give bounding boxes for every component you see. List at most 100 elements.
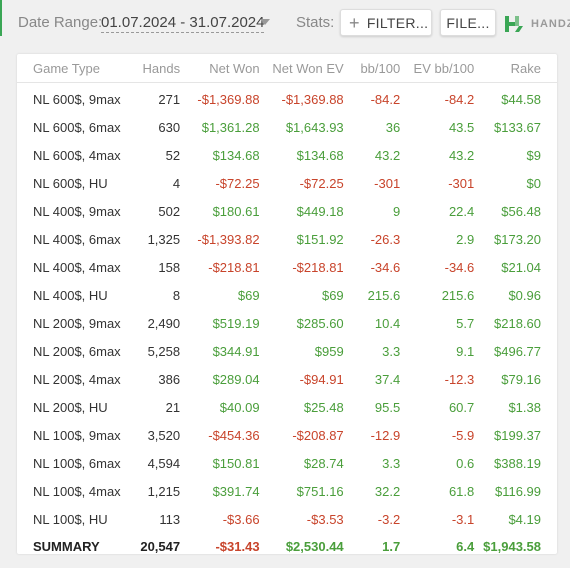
table-cell: 502 <box>158 203 181 219</box>
table-cell: NL 400$, 6max <box>33 231 121 247</box>
table-cell: 5.7 <box>456 315 475 331</box>
table-cell: -12.3 <box>444 371 475 387</box>
table-cell: 2.9 <box>456 231 475 247</box>
column-header[interactable]: Rake <box>474 54 557 83</box>
table-cell: -301 <box>448 175 475 191</box>
table-cell: 9 <box>392 203 401 219</box>
table-cell: 43.5 <box>448 119 475 135</box>
table-cell: $25.48 <box>303 399 344 415</box>
table-cell: NL 100$, 6max <box>33 455 121 471</box>
table-cell: 1,325 <box>147 231 181 247</box>
table-row[interactable]: NL 100$, HU 113 -$3.66 -$3.53 -3.2 -3.1 $4.19 <box>17 505 557 533</box>
summary-cell: SUMMARY <box>33 538 100 554</box>
table-cell: -$218.81 <box>208 259 260 275</box>
table-cell: 5,258 <box>147 343 181 359</box>
table-cell: $285.60 <box>296 315 344 331</box>
table-header-row: Game Type Hands Net Won Net Won EV bb/10… <box>17 54 557 83</box>
table-row[interactable]: NL 200$, HU 21 $40.09 $25.48 95.5 60.7 $1.38 <box>17 393 557 421</box>
table-cell: 630 <box>158 119 181 135</box>
table-cell: $116.99 <box>494 483 541 499</box>
column-header[interactable]: Net Won <box>180 54 260 83</box>
table-row[interactable]: NL 600$, HU 4 -$72.25 -$72.25 -301 -301 $0 <box>17 169 557 197</box>
results-table: Game Type Hands Net Won Net Won EV bb/10… <box>17 54 557 554</box>
table-cell: $151.92 <box>296 231 344 247</box>
accent-bar <box>0 0 2 36</box>
table-cell: $134.68 <box>212 147 260 163</box>
table-cell: NL 200$, 6max <box>33 343 121 359</box>
table-cell: -5.9 <box>451 427 475 443</box>
table-row[interactable]: NL 100$, 9max 3,520 -$454.36 -$208.87 -12.9 -… <box>17 421 557 449</box>
table-cell: 3,520 <box>147 427 181 443</box>
table-cell: 4 <box>172 175 181 191</box>
summary-cell: -$31.43 <box>215 538 260 554</box>
table-cell: 8 <box>172 287 181 303</box>
table-cell: -12.9 <box>370 427 401 443</box>
table-row[interactable]: NL 100$, 4max 1,215 $391.74 $751.16 32.2 61.8… <box>17 477 557 505</box>
summary-cell: 1.7 <box>382 538 401 554</box>
column-header[interactable]: Game Type <box>17 54 123 83</box>
table-cell: 32.2 <box>374 483 401 499</box>
table-cell: NL 200$, 9max <box>33 315 121 331</box>
summary-cell: 6.4 <box>456 538 475 554</box>
table-cell: 36 <box>385 119 401 135</box>
table-cell: $4.19 <box>508 511 541 527</box>
table-cell: NL 600$, 4max <box>33 147 121 163</box>
table-row[interactable]: NL 100$, 6max 4,594 $150.81 $28.74 3.3 0.6 $38… <box>17 449 557 477</box>
table-row[interactable]: NL 200$, 6max 5,258 $344.91 $959 3.3 9.1 $496.… <box>17 337 557 365</box>
column-header[interactable]: bb/100 <box>343 54 401 83</box>
toolbar: Date Range: 01.07.2024 - 31.07.2024 Stat… <box>0 0 570 48</box>
table-cell: $9 <box>526 147 541 163</box>
table-row[interactable]: NL 600$, 9max 271 -$1,369.88 -$1,369.88 -84.… <box>17 83 557 114</box>
table-cell: $0.96 <box>508 287 541 303</box>
column-header[interactable]: EV bb/100 <box>400 54 475 83</box>
table-cell: 60.7 <box>448 399 475 415</box>
table-row[interactable]: NL 200$, 4max 386 $289.04 -$94.91 37.4 -12.3 $… <box>17 365 557 393</box>
column-header[interactable]: Hands <box>122 54 181 83</box>
table-cell: $751.16 <box>296 483 344 499</box>
stats-label: Stats: <box>296 14 335 31</box>
table-cell: NL 400$, 9max <box>33 203 121 219</box>
filter-button[interactable]: + FILTER... <box>340 9 432 36</box>
table-cell: -$454.36 <box>208 427 260 443</box>
table-cell: $133.67 <box>494 119 541 135</box>
table-cell: -$72.25 <box>215 175 260 191</box>
table-cell: $21.04 <box>501 259 541 275</box>
table-cell: NL 100$, 4max <box>33 483 121 499</box>
table-cell: -84.2 <box>444 91 475 107</box>
table-row[interactable]: NL 200$, 9max 2,490 $519.19 $285.60 10.4 5.7 $… <box>17 309 557 337</box>
table-cell: -$1,393.82 <box>197 231 260 247</box>
table-cell: $1.38 <box>508 399 541 415</box>
table-cell: $56.48 <box>501 203 541 219</box>
date-range-selector[interactable]: 01.07.2024 - 31.07.2024 <box>101 14 265 33</box>
table-cell: $1,643.93 <box>285 119 344 135</box>
table-cell: -3.1 <box>451 511 475 527</box>
table-cell: NL 100$, HU <box>33 511 108 527</box>
table-cell: 21 <box>165 399 181 415</box>
table-cell: $199.37 <box>494 427 541 443</box>
filter-button-label: FILTER... <box>366 14 429 31</box>
chevron-down-icon[interactable] <box>260 19 270 25</box>
table-row[interactable]: NL 400$, 4max 158 -$218.81 -$218.81 -34.6 -34… <box>17 253 557 281</box>
file-button[interactable]: FILE... <box>440 9 496 36</box>
summary-cell: 20,547 <box>140 538 181 554</box>
summary-cell: $1,943.58 <box>483 538 541 554</box>
summary-row: SUMMARY 20,547 -$31.43 $2,530.44 1.7 6.4 $1,94… <box>17 533 557 554</box>
table-cell: NL 400$, HU <box>33 287 108 303</box>
table-row[interactable]: NL 400$, 9max 502 $180.61 $449.18 9 22.4 $56.4… <box>17 197 557 225</box>
table-cell: -$72.25 <box>299 175 344 191</box>
table-cell: 113 <box>159 511 181 527</box>
table-cell: -84.2 <box>370 91 401 107</box>
table-row[interactable]: NL 400$, 6max 1,325 -$1,393.82 $151.92 -26.3… <box>17 225 557 253</box>
table-cell: 1,215 <box>147 483 181 499</box>
table-cell: $79.16 <box>501 371 541 387</box>
table-row[interactable]: NL 600$, 6max 630 $1,361.28 $1,643.93 36 43.5… <box>17 113 557 141</box>
table-cell: -301 <box>374 175 401 191</box>
table-cell: $0 <box>526 175 541 191</box>
table-cell: 61.8 <box>448 483 475 499</box>
column-header[interactable]: Net Won EV <box>259 54 344 83</box>
table-cell: $69 <box>321 287 344 303</box>
table-cell: -34.6 <box>370 259 401 275</box>
table-row[interactable]: NL 400$, HU 8 $69 $69 215.6 215.6 $0.96 <box>17 281 557 309</box>
table-row[interactable]: NL 600$, 4max 52 $134.68 $134.68 43.2 43.2 $9 <box>17 141 557 169</box>
table-cell: 386 <box>158 371 181 387</box>
